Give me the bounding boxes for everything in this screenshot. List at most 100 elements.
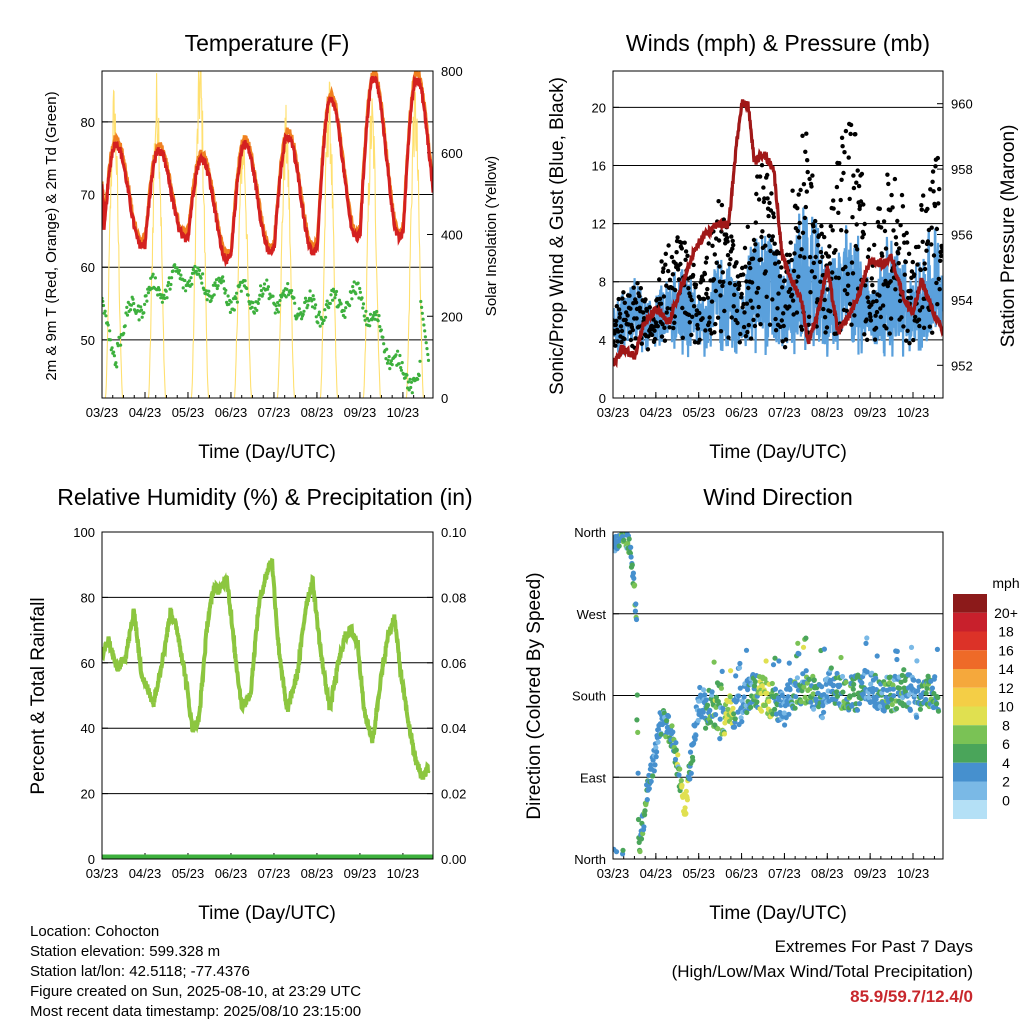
gust-point [740,265,745,271]
dewpoint-point [425,347,429,351]
gust-point [783,337,789,342]
direction-point [744,709,750,716]
gust-point [699,274,705,279]
gust-point [727,281,733,286]
direction-point [708,719,714,725]
winds-xtick-label: 04/23 [640,405,673,420]
dewpoint-point [227,302,231,306]
gust-point [765,172,770,178]
direction-point [648,762,654,768]
gust-point [756,304,761,310]
legend-label: 4 [1002,755,1010,771]
dewpoint-point [358,286,362,291]
direction-point [851,692,857,698]
direction-point [697,684,703,691]
humidity-xtick-label: 06/23 [215,866,248,881]
dewpoint-point [122,331,126,335]
direction-point [908,644,915,651]
dewpoint-point [406,380,410,384]
temperature-xtick-label: 03/23 [86,405,119,420]
gust-point [886,181,891,187]
gust-point [780,339,785,344]
gust-point [834,184,840,190]
direction-point [690,757,696,764]
gust-point [771,214,776,220]
dewpoint-point [398,353,402,358]
gust-point [622,300,627,305]
gust-point [877,293,882,298]
dewpoint-point [328,301,332,306]
direction-xtick-label: 07/23 [768,866,801,881]
gust-point [938,258,943,263]
direction-ytick-label: East [580,770,606,785]
dewpoint-point [143,302,147,306]
gust-point [859,171,865,177]
gust-point [697,310,702,316]
direction-point [890,682,896,688]
gust-point [826,254,832,259]
gust-point [820,254,825,259]
gust-point [686,286,691,291]
dewpoint-point [131,297,135,301]
gust-point [796,192,801,197]
gust-point [737,340,742,345]
gust-point [800,230,806,235]
legend-label: 6 [1002,736,1010,752]
legend-swatch [953,706,987,726]
humidity-title: Relative Humidity (%) & Precipitation (i… [57,484,472,510]
gust-point [799,327,805,332]
dewpoint-point [318,324,322,328]
gust-point [864,317,869,322]
dewpoint-point [324,315,328,319]
temperature-ylabel-left: 2m & 9m T (Red, Orange) & 2m Td (Green) [43,91,60,380]
gust-point [869,276,874,281]
direction-point [819,684,825,690]
direction-point [808,699,814,705]
gust-point [687,320,692,325]
direction-point [821,646,828,652]
dewpoint-point [409,385,413,390]
direction-point [840,689,846,695]
direction-point [687,749,694,755]
gust-point [842,150,847,155]
direction-point [794,675,801,681]
gust-point [782,345,788,350]
gust-point [928,187,933,192]
gust-point [772,241,777,246]
gust-point [873,325,879,331]
dewpoint-point [205,298,209,302]
gust-point [878,306,883,311]
dewpoint-point [123,324,127,328]
dewpoint-point [354,292,358,296]
direction-point [911,677,917,683]
gust-point [683,249,689,254]
gust-point [727,262,732,267]
gust-point [718,293,723,298]
dewpoint-point [239,289,243,293]
dewpoint-point [286,293,291,297]
gust-point [790,188,795,193]
dewpoint-point [300,317,304,321]
dewpoint-point [348,304,352,308]
gust-point [759,163,765,168]
humidity-frame [101,531,434,860]
direction-point [653,754,659,760]
dewpoint-point [139,305,143,309]
gust-point [881,282,886,287]
direction-point [727,694,733,700]
gust-point [812,275,817,280]
gust-point [877,206,882,211]
gust-point [776,291,781,296]
gust-point [704,255,709,260]
direction-point [650,773,656,779]
gust-point [740,272,746,277]
gust-point [781,311,786,316]
direction-point [897,685,903,691]
gust-point [843,128,849,134]
gust-point [844,229,849,234]
gust-point [660,322,665,327]
gust-point [881,219,887,224]
winds-ytick-label: 8 [599,275,606,290]
gust-point [695,326,701,331]
